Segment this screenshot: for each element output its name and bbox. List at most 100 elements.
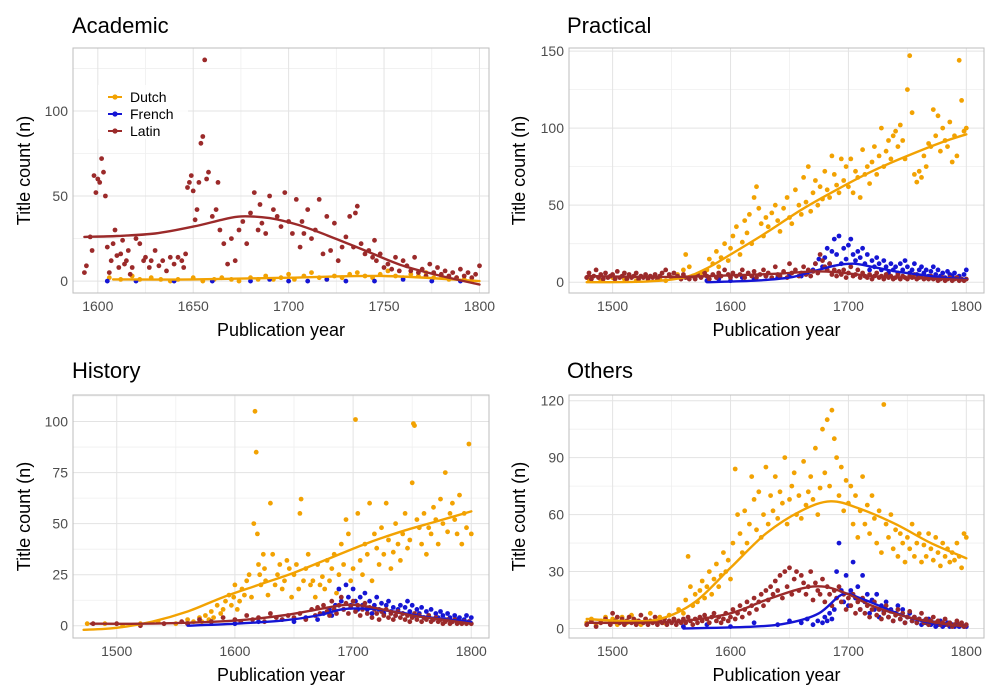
data-point	[220, 615, 226, 620]
data-point	[275, 572, 280, 578]
data-point	[253, 449, 259, 455]
series-dutch	[586, 53, 969, 284]
data-point	[97, 180, 103, 185]
data-point	[263, 231, 269, 236]
data-point	[838, 599, 844, 605]
data-point	[831, 172, 837, 177]
data-point	[822, 470, 828, 476]
data-point	[248, 278, 253, 284]
data-point	[817, 591, 823, 597]
data-point	[414, 517, 420, 522]
data-point	[385, 261, 391, 267]
data-point	[959, 98, 964, 103]
data-point	[947, 559, 953, 565]
x-tick-label: 1700	[338, 643, 369, 659]
data-point	[282, 578, 287, 584]
legend-key-point	[112, 128, 118, 134]
x-tick-label: 1500	[101, 643, 132, 659]
data-point	[791, 470, 797, 476]
data-point	[310, 578, 316, 584]
data-point	[231, 594, 237, 600]
data-point	[933, 535, 939, 540]
data-point	[793, 187, 798, 193]
data-point	[103, 193, 108, 199]
data-point	[167, 254, 173, 260]
data-point	[963, 267, 969, 273]
data-point	[374, 258, 379, 264]
data-point	[286, 271, 291, 277]
data-point	[872, 516, 877, 521]
data-point	[921, 542, 927, 548]
data-point	[183, 251, 189, 257]
data-point	[465, 270, 471, 275]
data-point	[663, 267, 669, 273]
data-point	[346, 594, 351, 600]
data-point	[367, 598, 372, 604]
data-point	[855, 535, 861, 540]
data-point	[236, 278, 242, 284]
data-point	[869, 159, 875, 165]
data-point	[928, 546, 934, 552]
x-tick-label: 1600	[715, 643, 746, 659]
data-point	[838, 156, 844, 162]
data-point	[867, 181, 872, 187]
data-point	[301, 578, 306, 584]
data-point	[284, 558, 290, 563]
data-point	[954, 618, 960, 624]
legend-key-point	[112, 111, 118, 117]
data-point	[367, 500, 372, 506]
data-point	[412, 254, 417, 260]
data-point	[338, 541, 344, 547]
x-tick-label: 1800	[464, 298, 495, 314]
data-layer	[584, 53, 969, 284]
data-point	[289, 594, 294, 600]
data-point	[761, 603, 766, 609]
data-point	[309, 270, 314, 275]
data-point	[938, 563, 943, 569]
data-point	[223, 598, 228, 604]
data-point	[810, 497, 816, 502]
data-point	[424, 609, 429, 614]
data-point	[452, 613, 458, 618]
data-point	[440, 613, 446, 618]
data-point	[841, 178, 847, 183]
data-point	[848, 264, 854, 270]
data-point	[124, 258, 129, 264]
data-point	[834, 252, 839, 257]
data-point	[895, 603, 901, 609]
data-point	[775, 588, 781, 593]
data-point	[775, 218, 781, 224]
data-point	[84, 263, 89, 269]
data-point	[777, 273, 783, 279]
data-point	[815, 618, 821, 624]
data-point	[846, 184, 851, 190]
data-point	[290, 231, 295, 236]
data-point	[834, 569, 839, 574]
data-point	[405, 545, 410, 551]
data-point	[850, 190, 856, 196]
data-point	[947, 119, 953, 125]
data-point	[260, 551, 266, 557]
data-point	[772, 578, 778, 584]
data-point	[888, 512, 894, 517]
data-point	[305, 551, 311, 557]
series-latin	[82, 57, 482, 281]
data-point	[440, 521, 446, 526]
data-point	[959, 620, 964, 626]
data-point	[754, 607, 759, 612]
y-axis-title: Title count (n)	[509, 462, 529, 571]
data-point	[171, 261, 177, 267]
data-point	[362, 251, 368, 257]
data-point	[220, 607, 226, 612]
data-point	[789, 221, 795, 227]
data-point	[907, 53, 913, 59]
data-point	[963, 125, 969, 131]
data-point	[857, 607, 863, 612]
data-point	[794, 569, 799, 574]
data-point	[301, 231, 307, 236]
data-point	[930, 614, 936, 620]
data-point	[834, 273, 839, 279]
